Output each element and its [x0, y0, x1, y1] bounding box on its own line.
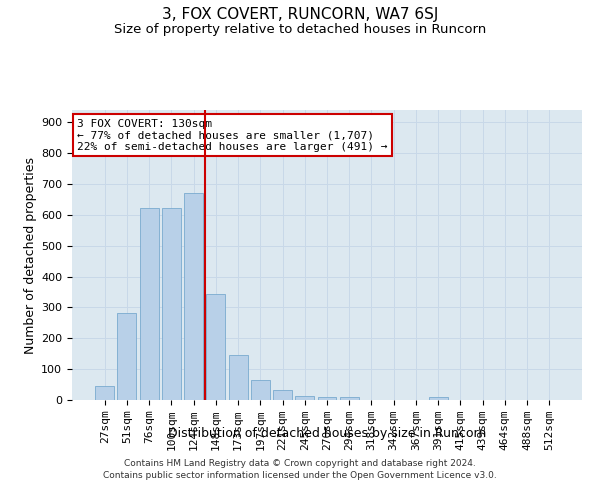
Bar: [140, 208, 158, 400]
Bar: [206, 294, 225, 400]
Bar: [229, 354, 248, 400]
Bar: [295, 396, 314, 400]
Bar: [340, 397, 359, 400]
Text: 3 FOX COVERT: 130sqm
← 77% of detached houses are smaller (1,707)
22% of semi-de: 3 FOX COVERT: 130sqm ← 77% of detached h…: [77, 118, 388, 152]
Bar: [273, 390, 292, 400]
Text: 3, FOX COVERT, RUNCORN, WA7 6SJ: 3, FOX COVERT, RUNCORN, WA7 6SJ: [162, 8, 438, 22]
Text: Size of property relative to detached houses in Runcorn: Size of property relative to detached ho…: [114, 22, 486, 36]
Bar: [118, 314, 136, 400]
Bar: [317, 397, 337, 400]
Bar: [184, 194, 203, 400]
Bar: [429, 397, 448, 400]
Bar: [162, 208, 181, 400]
Bar: [95, 386, 114, 400]
Text: Contains HM Land Registry data © Crown copyright and database right 2024.: Contains HM Land Registry data © Crown c…: [124, 458, 476, 468]
Text: Contains public sector information licensed under the Open Government Licence v3: Contains public sector information licen…: [103, 471, 497, 480]
Bar: [251, 380, 270, 400]
Y-axis label: Number of detached properties: Number of detached properties: [24, 156, 37, 354]
Text: Distribution of detached houses by size in Runcorn: Distribution of detached houses by size …: [168, 428, 486, 440]
